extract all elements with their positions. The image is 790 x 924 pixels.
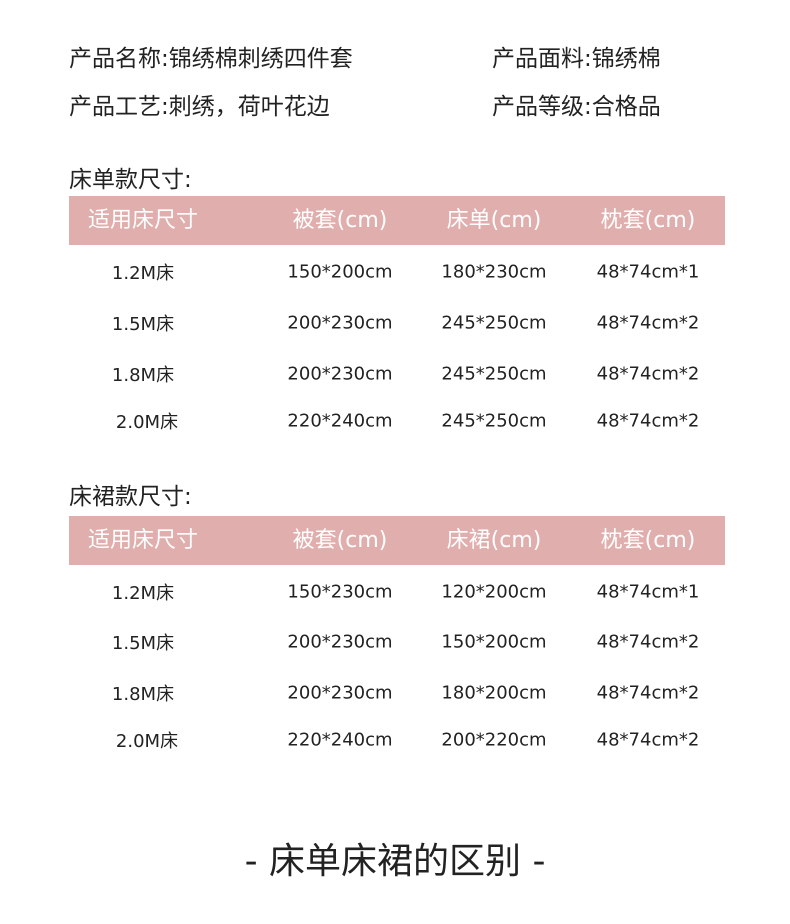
table-cell: 200*220cm — [441, 729, 547, 751]
table-cell: 150*230cm — [287, 581, 393, 603]
table-cell: 1.8M床 — [111, 365, 175, 386]
footer-title: - 床单床裙的区别 - — [244, 841, 546, 882]
header-cell: 适用床尺寸 — [87, 528, 199, 553]
product-name: 产品名称:锦绣棉刺绣四件套 — [69, 46, 353, 72]
header-cell: 床裙(cm) — [446, 528, 542, 553]
header-cell: 床单(cm) — [446, 208, 542, 233]
table-cell: 48*74cm*2 — [596, 631, 700, 653]
header-cell: 被套(cm) — [292, 208, 388, 233]
table-cell: 1.5M床 — [111, 314, 175, 335]
table-cell: 245*250cm — [441, 410, 547, 432]
table-cell: 180*230cm — [441, 261, 547, 283]
table-cell: 48*74cm*1 — [596, 261, 700, 283]
header-cell: 被套(cm) — [292, 528, 388, 553]
header-cell: 适用床尺寸 — [87, 208, 199, 233]
product-grade: 产品等级:合格品 — [492, 94, 661, 120]
table-cell: 48*74cm*2 — [596, 312, 700, 334]
table-cell: 48*74cm*2 — [596, 729, 700, 751]
table-cell: 1.2M床 — [111, 263, 175, 284]
table-cell: 48*74cm*2 — [596, 682, 700, 704]
table-header: 适用床尺寸 被套(cm) 床裙(cm) 枕套(cm) — [69, 516, 725, 565]
table-cell: 200*230cm — [287, 631, 393, 653]
table-cell: 2.0M床 — [115, 731, 179, 752]
table-cell: 48*74cm*2 — [596, 363, 700, 385]
table-cell: 200*230cm — [287, 682, 393, 704]
table-cell: 200*230cm — [287, 363, 393, 385]
header-cell: 枕套(cm) — [600, 528, 696, 553]
table-cell: 220*240cm — [287, 410, 393, 432]
table-cell: 220*240cm — [287, 729, 393, 751]
table-title: 床裙款尺寸: — [69, 484, 192, 510]
table-title: 床单款尺寸: — [69, 167, 192, 193]
table-cell: 245*250cm — [441, 363, 547, 385]
table-cell: 150*200cm — [441, 631, 547, 653]
table-cell: 245*250cm — [441, 312, 547, 334]
product-craft: 产品工艺:刺绣，荷叶花边 — [69, 94, 330, 120]
table-cell: 180*200cm — [441, 682, 547, 704]
table-cell: 2.0M床 — [115, 412, 179, 433]
header-cell: 枕套(cm) — [600, 208, 696, 233]
table-cell: 200*230cm — [287, 312, 393, 334]
table-cell: 150*200cm — [287, 261, 393, 283]
product-fabric: 产品面料:锦绣棉 — [492, 46, 661, 72]
table-cell: 48*74cm*1 — [596, 581, 700, 603]
table-cell: 48*74cm*2 — [596, 410, 700, 432]
table-cell: 1.2M床 — [111, 583, 175, 604]
table-cell: 1.8M床 — [111, 684, 175, 705]
table-cell: 120*200cm — [441, 581, 547, 603]
table-cell: 1.5M床 — [111, 633, 175, 654]
table-header: 适用床尺寸 被套(cm) 床单(cm) 枕套(cm) — [69, 196, 725, 245]
